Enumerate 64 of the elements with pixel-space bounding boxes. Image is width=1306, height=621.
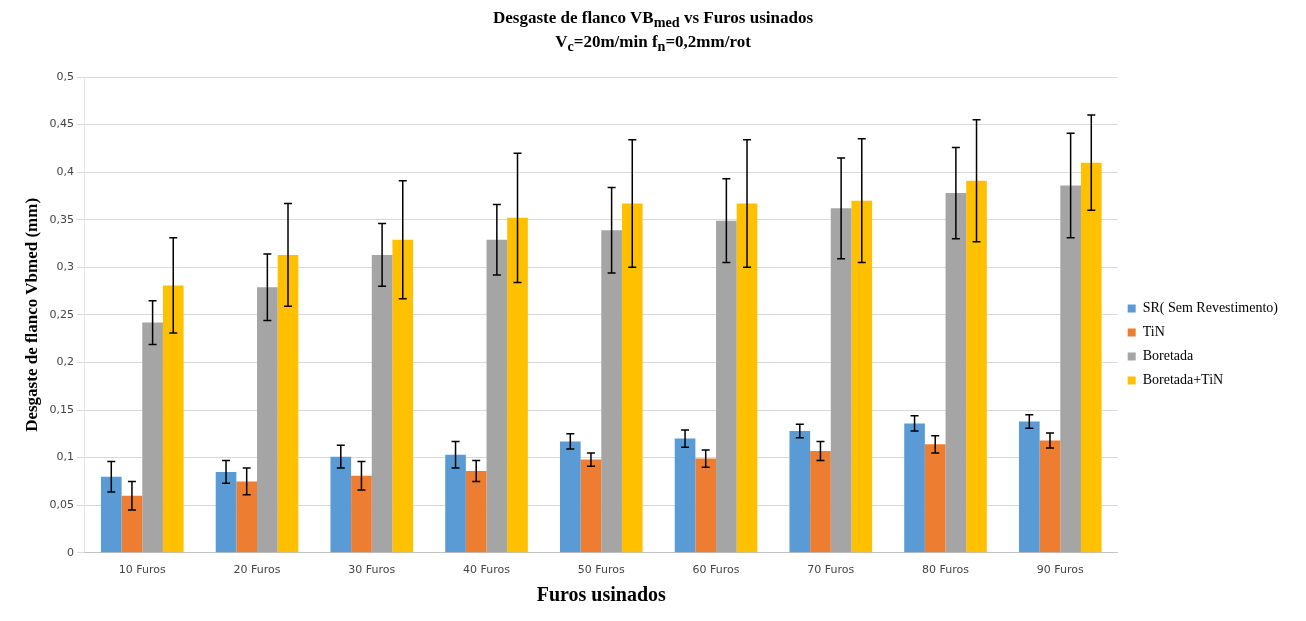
x-tick-label: 50 Furos [577, 563, 626, 577]
bar [810, 450, 831, 553]
bar [789, 430, 811, 553]
bar [851, 200, 873, 553]
bar [162, 285, 184, 553]
x-axis-title: Furos usinados [536, 582, 667, 605]
bar [351, 475, 372, 553]
bar [486, 239, 508, 553]
y-tick-label: 0,2 [56, 355, 74, 369]
x-tick-label: 30 Furos [348, 563, 396, 577]
bar [257, 287, 278, 553]
y-tick-label: 0,15 [49, 402, 74, 416]
bar [966, 180, 987, 553]
bar [121, 495, 143, 553]
y-tick-label: 0,25 [49, 307, 74, 321]
bar [580, 459, 602, 553]
chart-subtitle: V$_{c}$=20m/min f$_{n}$=0,2mm/rot [554, 32, 752, 57]
bar [716, 220, 737, 553]
y-tick-label: 0 [66, 545, 74, 559]
y-axis-title: Desgaste de flanco Vbmed (mm) [21, 197, 41, 432]
bar [142, 322, 163, 553]
bar [621, 203, 643, 553]
bar [945, 192, 967, 553]
bar [100, 476, 122, 553]
bar [507, 217, 528, 553]
legend-label: Boretada [1142, 347, 1194, 363]
bar [371, 254, 393, 553]
bar [830, 208, 852, 553]
x-tick-label: 70 Furos [807, 563, 855, 577]
y-tick-label: 0,1 [56, 450, 74, 464]
x-tick-label: 80 Furos [922, 563, 970, 577]
bar [445, 454, 466, 553]
bar [559, 441, 581, 553]
y-tick-label: 0,4 [56, 164, 74, 178]
chart-title: Desgaste de flanco VB$_{med}$ vs Furos usinados [491, 8, 814, 33]
x-tick-label: 90 Furos [1036, 563, 1085, 577]
bar [924, 444, 946, 553]
y-tick-label: 0,3 [56, 259, 74, 273]
legend-label: SR( Sem Revestimento) [1142, 299, 1279, 316]
bar [277, 254, 299, 553]
bar [1080, 162, 1102, 553]
x-tick-label: 20 Furos [233, 563, 281, 577]
bar [695, 458, 717, 553]
bar [215, 471, 237, 553]
bar [392, 239, 414, 553]
bar [236, 481, 258, 553]
x-tick-label: 10 Furos [118, 563, 166, 577]
legend-label: TiN [1142, 323, 1165, 339]
y-tick-label: 0,05 [49, 497, 74, 511]
bar [465, 470, 487, 553]
legend-label: Boretada+TiN [1142, 371, 1224, 387]
y-tick-label: 0,5 [56, 69, 74, 83]
bar [904, 423, 925, 553]
y-tick-label: 0,35 [49, 212, 74, 226]
bar [601, 229, 622, 553]
bar [1018, 421, 1040, 553]
bar [1039, 440, 1061, 553]
bar [736, 203, 758, 553]
bar [330, 456, 352, 553]
y-tick-label: 0,45 [49, 117, 74, 131]
x-tick-label: 40 Furos [463, 563, 511, 577]
bar [1060, 185, 1081, 553]
x-tick-label: 60 Furos [692, 563, 740, 577]
bar [674, 438, 696, 553]
